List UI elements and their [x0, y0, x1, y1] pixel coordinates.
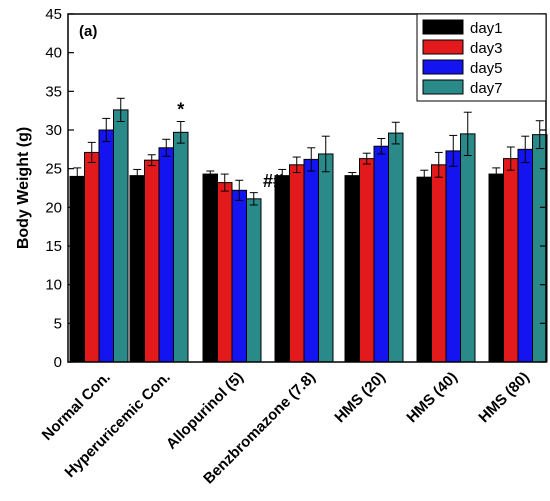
error-bars — [73, 97, 544, 206]
y-axis-label: Body Weight (g) — [15, 127, 32, 249]
y-tick-label: 20 — [45, 199, 62, 216]
y-tick-label: 30 — [45, 122, 62, 139]
x-category-label: HMS (40) — [403, 369, 460, 426]
x-category-label: HMS (80) — [475, 369, 532, 426]
y-tick-label: 10 — [45, 277, 62, 294]
x-category-label: Hyperuricemic Con. — [62, 369, 174, 481]
legend-swatch-day5 — [422, 59, 464, 75]
bar-day3 — [359, 158, 375, 363]
bar-day1 — [129, 175, 145, 363]
legend-label-day5: day5 — [470, 60, 503, 77]
bar-day3 — [431, 164, 447, 363]
plot-area-frame — [67, 13, 547, 363]
bar-day5 — [445, 150, 461, 363]
legend-swatch-day1 — [422, 19, 464, 35]
bar-day1 — [202, 173, 218, 363]
bar-day1 — [69, 175, 85, 363]
x-axis-categories: Normal Con.Hyperuricemic Con.Allopurinol… — [39, 369, 533, 488]
bar-day1 — [416, 176, 432, 363]
y-tick-label: 25 — [45, 161, 62, 178]
bar-day1 — [488, 173, 504, 363]
bar-day7 — [460, 133, 476, 363]
bar-day3 — [144, 159, 160, 363]
bar-day7 — [113, 109, 129, 363]
legend-label-day7: day7 — [470, 80, 503, 97]
bar-day7 — [246, 198, 262, 363]
legend: day1 day3 day5 day7 — [416, 13, 547, 102]
bar-day7 — [388, 132, 404, 363]
panel-label: (a) — [79, 23, 97, 40]
bar-day3 — [503, 158, 519, 363]
y-tick-label: 45 — [45, 6, 62, 23]
bar-day5 — [98, 129, 114, 363]
y-tick-label: 15 — [45, 238, 62, 255]
y-tick-label: 40 — [45, 45, 62, 62]
y-tick-label: 35 — [45, 83, 62, 100]
x-category-label: HMS (20) — [331, 369, 388, 426]
bar-day7 — [173, 131, 189, 363]
y-tick-label: 0 — [54, 354, 62, 371]
bar-day5 — [303, 158, 319, 363]
legend-label-day3: day3 — [470, 40, 503, 57]
y-tick-label: 5 — [54, 315, 62, 332]
significance-annotations: * ## — [177, 99, 283, 190]
legend-swatch-day3 — [422, 39, 464, 55]
bar-day3 — [217, 182, 233, 363]
significance-marker: * — [177, 99, 184, 119]
bar-day5 — [517, 148, 533, 363]
bar-day1 — [344, 175, 360, 363]
legend-swatch-day7 — [422, 79, 464, 95]
significance-marker: ## — [263, 171, 283, 191]
bar-day5 — [158, 147, 174, 363]
legend-label-day1: day1 — [470, 20, 503, 37]
bar-day3 — [84, 151, 100, 363]
bar-day5 — [373, 145, 389, 363]
bar-day7 — [318, 153, 334, 363]
bar-day1 — [274, 175, 290, 363]
bar-day5 — [231, 189, 247, 363]
bar-day3 — [289, 164, 305, 363]
